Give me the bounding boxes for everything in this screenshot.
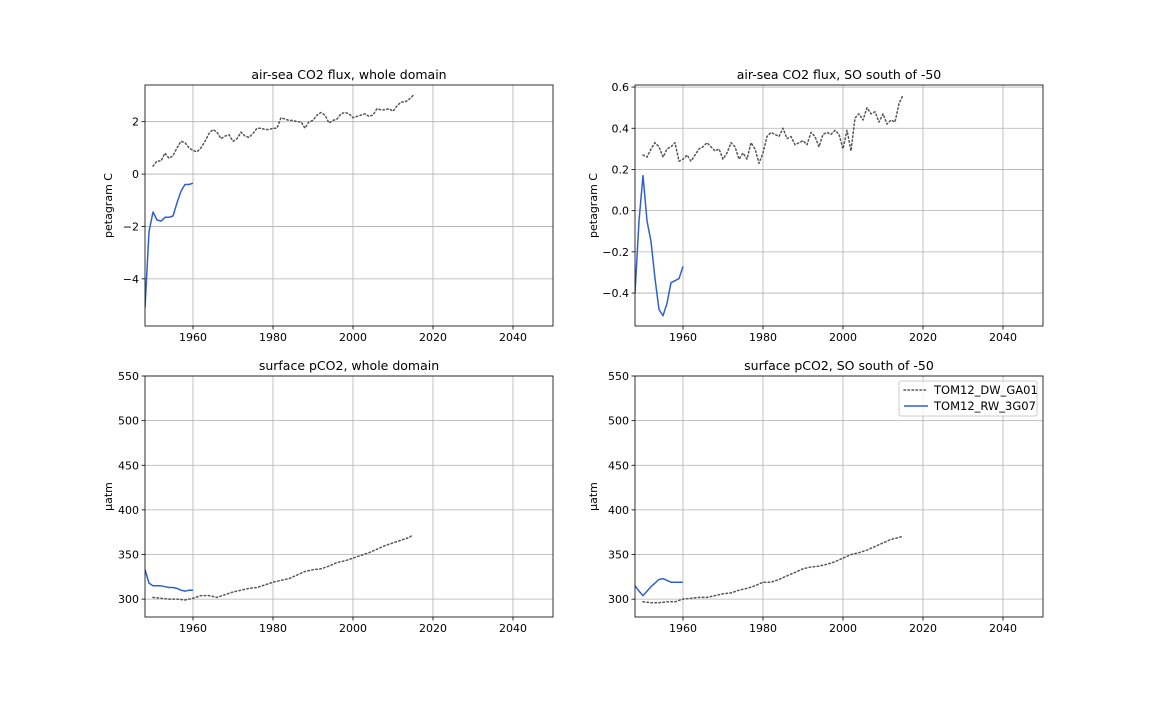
- y-tick-label: −2: [123, 220, 139, 233]
- x-tick-label: 2040: [989, 331, 1017, 344]
- x-tick-label: 2000: [339, 331, 367, 344]
- x-tick-label: 1960: [179, 331, 207, 344]
- chart-panel-1: 1960 1980 2000 2020 2040 −4 −2 0 2 air-sea CO2 fl…: [102, 67, 554, 344]
- x-tick-label: 2040: [499, 331, 527, 344]
- y-tick-label: 350: [608, 549, 629, 562]
- y-tick-label: −0.4: [602, 287, 629, 300]
- axes-frame: [144, 84, 554, 327]
- legend-frame: [898, 380, 1038, 417]
- x-tick-label: 2040: [989, 622, 1017, 635]
- chart-title: surface pCO2, SO south of -50: [744, 358, 934, 373]
- chart-panel-2: 1960 1980 2000 2020 2040 −0.4 −0.2 0.0 0.2 0.4 0.6…: [587, 67, 1044, 344]
- y-tick-label: 550: [118, 370, 139, 383]
- y-tick-label: 0: [132, 168, 139, 181]
- y-tick-label: 0.4: [612, 122, 630, 135]
- x-tick-label: 2000: [339, 622, 367, 635]
- x-tick-label: 1980: [749, 331, 777, 344]
- x-tick-label: 2020: [909, 622, 937, 635]
- y-tick-label: 0.2: [612, 163, 630, 176]
- x-tick-label: 2040: [499, 622, 527, 635]
- y-tick-label: −0.2: [602, 246, 629, 259]
- series-line-tom12-rw-3g07: [635, 174, 684, 317]
- y-tick-label: 350: [118, 549, 139, 562]
- y-tick-label: 450: [608, 459, 629, 472]
- y-tick-label: 550: [608, 370, 629, 383]
- y-tick-label: 300: [118, 593, 139, 606]
- x-tick-label: 2000: [829, 622, 857, 635]
- legend-label: TOM12_RW_3G07: [933, 399, 1036, 413]
- series-line-tom12-dw-ga01: [642, 535, 904, 604]
- y-tick-label: 400: [608, 504, 629, 517]
- y-tick-label: 400: [118, 504, 139, 517]
- chart-title: air-sea CO2 flux, whole domain: [251, 67, 446, 82]
- x-tick-label: 2020: [909, 331, 937, 344]
- series-line-tom12-rw-3g07: [145, 569, 193, 592]
- axes-frame: [144, 375, 554, 618]
- series-line-tom12-dw-ga01: [152, 534, 414, 601]
- y-tick-label: 0.0: [612, 205, 630, 218]
- y-axis-label: µatm: [102, 482, 115, 511]
- y-tick-label: 500: [608, 415, 629, 428]
- y-tick-label: 0.6: [612, 81, 630, 94]
- y-tick-label: −4: [123, 273, 139, 286]
- series-line-tom12-rw-3g07: [635, 577, 683, 597]
- x-tick-label: 1980: [259, 331, 287, 344]
- axes-frame: [634, 375, 1044, 618]
- axes-frame: [634, 84, 1044, 327]
- chart-title: air-sea CO2 flux, SO south of -50: [737, 67, 942, 82]
- chart-title: surface pCO2, whole domain: [259, 358, 439, 373]
- chart-panel-4: 1960 1980 2000 2020 2040 300 350 400 450 500 550 su…: [587, 358, 1044, 635]
- x-tick-label: 1980: [749, 622, 777, 635]
- x-tick-label: 1980: [259, 622, 287, 635]
- x-tick-label: 1960: [669, 622, 697, 635]
- series-line-tom12-dw-ga01: [642, 94, 904, 165]
- chart-panel-3: 1960 1980 2000 2020 2040 300 350 400 450 500 550 su…: [102, 358, 554, 635]
- y-axis-label: petagram C: [587, 173, 600, 238]
- y-axis-label: petagram C: [102, 173, 115, 238]
- x-tick-label: 2020: [419, 331, 447, 344]
- x-tick-label: 1960: [669, 331, 697, 344]
- series-line-tom12-rw-3g07: [145, 182, 194, 308]
- x-tick-label: 1960: [179, 622, 207, 635]
- y-tick-label: 500: [118, 415, 139, 428]
- legend: TOM12_DW_GA01 TOM12_RW_3G07: [898, 380, 1038, 417]
- legend-label: TOM12_DW_GA01: [933, 383, 1038, 397]
- x-tick-label: 2020: [419, 622, 447, 635]
- x-tick-label: 2000: [829, 331, 857, 344]
- y-axis-label: µatm: [587, 482, 600, 511]
- y-tick-label: 2: [132, 116, 139, 129]
- y-tick-label: 300: [608, 593, 629, 606]
- y-tick-label: 450: [118, 459, 139, 472]
- series-line-tom12-dw-ga01: [152, 94, 414, 167]
